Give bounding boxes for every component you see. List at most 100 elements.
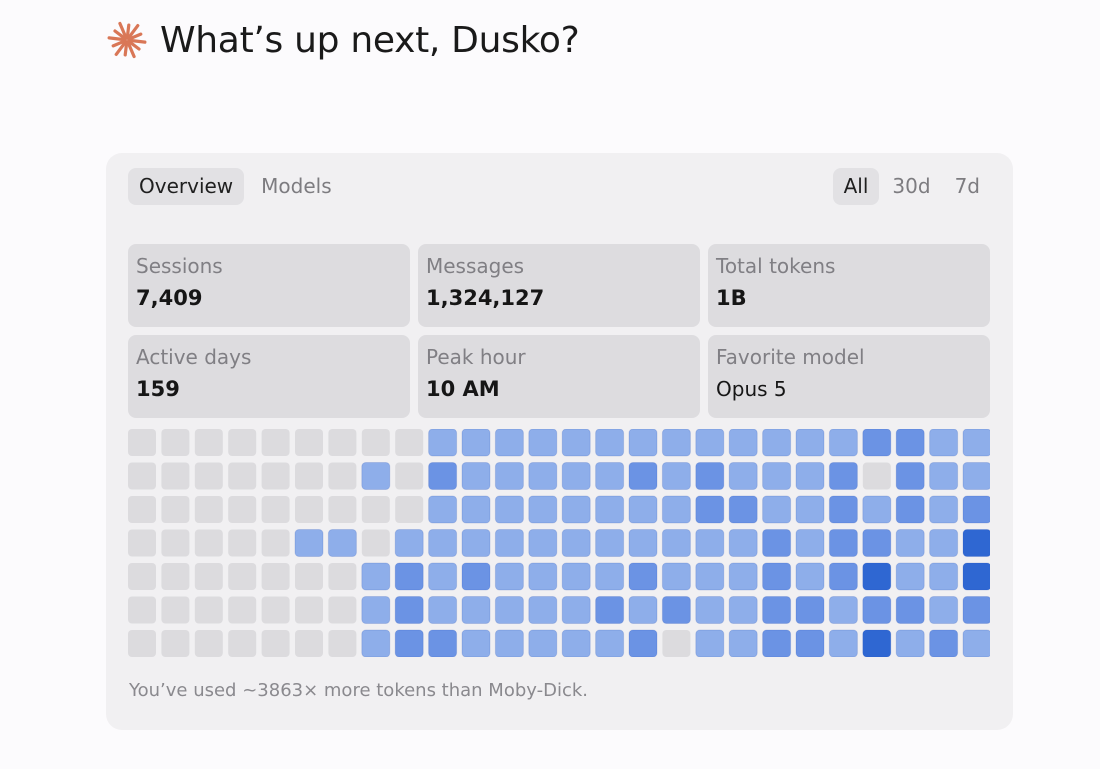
range-30d[interactable]: 30d: [892, 174, 931, 198]
heatmap-cell: [862, 562, 892, 591]
heatmap-cell: [561, 529, 591, 557]
heatmap-cell: [394, 596, 424, 624]
stat-peak-hour: Peak hour 10 AM: [418, 335, 700, 418]
logo-ray: [127, 32, 143, 41]
logo-ray: [107, 36, 127, 42]
stat-label: Active days: [136, 345, 252, 369]
heatmap-cell: [361, 496, 390, 523]
heatmap-cell: [695, 562, 725, 591]
range-7d[interactable]: 7d: [954, 174, 980, 198]
heatmap-cell: [528, 629, 558, 657]
tab-overview[interactable]: Overview: [128, 168, 245, 205]
heatmap-cell: [394, 562, 424, 591]
heatmap-cell: [828, 429, 858, 457]
heatmap-cell: [395, 462, 424, 490]
heatmap-cell: [494, 596, 524, 624]
heatmap-cell: [194, 496, 223, 523]
heatmap-cell: [261, 462, 290, 490]
stat-total-tokens: Total tokens 1B: [708, 244, 990, 327]
sparkle-asterisk-icon: [107, 21, 147, 59]
heatmap-cell: [194, 563, 223, 590]
heatmap-cell: [228, 596, 257, 624]
heatmap-cell: [128, 630, 156, 657]
heatmap-cell: [461, 462, 491, 490]
tab-models[interactable]: Models: [261, 174, 332, 198]
heatmap-cell: [962, 462, 990, 490]
heatmap-cell: [862, 495, 892, 524]
heatmap-cell: [695, 629, 725, 657]
heatmap-cell: [762, 629, 792, 657]
heatmap-cell: [561, 429, 591, 457]
heatmap-cell: [528, 429, 558, 457]
heatmap-cell: [962, 429, 990, 457]
heatmap-cell: [828, 629, 858, 657]
heatmap-cell: [228, 496, 257, 523]
heatmap-cell: [194, 529, 223, 557]
logo-ray: [126, 24, 140, 40]
heatmap-cell: [595, 495, 625, 524]
heatmap-cell: [528, 529, 558, 557]
heatmap-cell: [494, 529, 524, 557]
heatmap-cell: [161, 429, 190, 456]
heatmap-cell: [695, 429, 725, 457]
heatmap-cell: [929, 462, 959, 490]
heatmap-cell: [261, 563, 290, 590]
heatmap-cell: [428, 596, 458, 624]
heatmap-cell: [327, 529, 357, 557]
heatmap-cell: [194, 630, 223, 657]
heatmap-cell: [929, 429, 959, 457]
stat-favorite-model: Favorite model Opus 5: [708, 335, 990, 418]
heatmap-cell: [661, 562, 691, 591]
heatmap-cell: [528, 495, 558, 524]
heatmap-cell: [962, 529, 990, 557]
stat-value: Opus 5: [716, 377, 787, 401]
activity-heatmap: [128, 429, 990, 657]
heatmap-cell: [895, 495, 925, 524]
heatmap-cell: [695, 529, 725, 557]
heatmap-cell: [728, 629, 758, 657]
greeting-title: What’s up next, Dusko?: [160, 19, 580, 61]
heatmap-cell: [461, 629, 491, 657]
heatmap-cell: [161, 496, 190, 523]
heatmap-cell: [494, 495, 524, 524]
heatmap-cell: [895, 596, 925, 624]
heatmap-cell: [295, 596, 323, 624]
logo-ray: [127, 39, 141, 51]
heatmap-cell: [494, 462, 524, 490]
heatmap-cell: [361, 529, 390, 557]
stat-label: Favorite model: [716, 345, 865, 369]
heatmap-cell: [929, 562, 959, 591]
heatmap-cell: [828, 462, 858, 490]
heatmap-cell: [295, 630, 323, 657]
heatmap-cell: [962, 596, 990, 624]
heatmap-cell: [261, 496, 290, 523]
greeting-header: What’s up next, Dusko?: [106, 18, 580, 62]
heatmap-cell: [328, 429, 357, 456]
heatmap-cell: [828, 562, 858, 591]
heatmap-cell: [561, 462, 591, 490]
logo-ray: [125, 23, 131, 40]
heatmap-cell: [394, 529, 424, 557]
heatmap-cell: [929, 629, 959, 657]
heatmap-cell: [595, 562, 625, 591]
heatmap-cell: [295, 496, 323, 523]
heatmap-cell: [728, 495, 758, 524]
heatmap-cell: [762, 495, 792, 524]
heatmap-cell: [762, 562, 792, 591]
heatmap-cell: [895, 429, 925, 457]
heatmap-cell: [294, 529, 324, 557]
heatmap-cell: [194, 462, 223, 490]
heatmap-cell: [261, 529, 290, 557]
heatmap-cell: [962, 629, 990, 657]
heatmap-cell: [862, 462, 891, 490]
range-all[interactable]: All: [832, 168, 880, 205]
heatmap-cell: [328, 563, 357, 590]
heatmap-cell: [895, 629, 925, 657]
heatmap-cell: [561, 629, 591, 657]
heatmap-cell: [728, 462, 758, 490]
heatmap-cell: [528, 562, 558, 591]
heatmap-cell: [295, 429, 323, 456]
heatmap-cell: [161, 529, 190, 557]
heatmap-cell: [261, 596, 290, 624]
heatmap-cell: [628, 562, 658, 591]
